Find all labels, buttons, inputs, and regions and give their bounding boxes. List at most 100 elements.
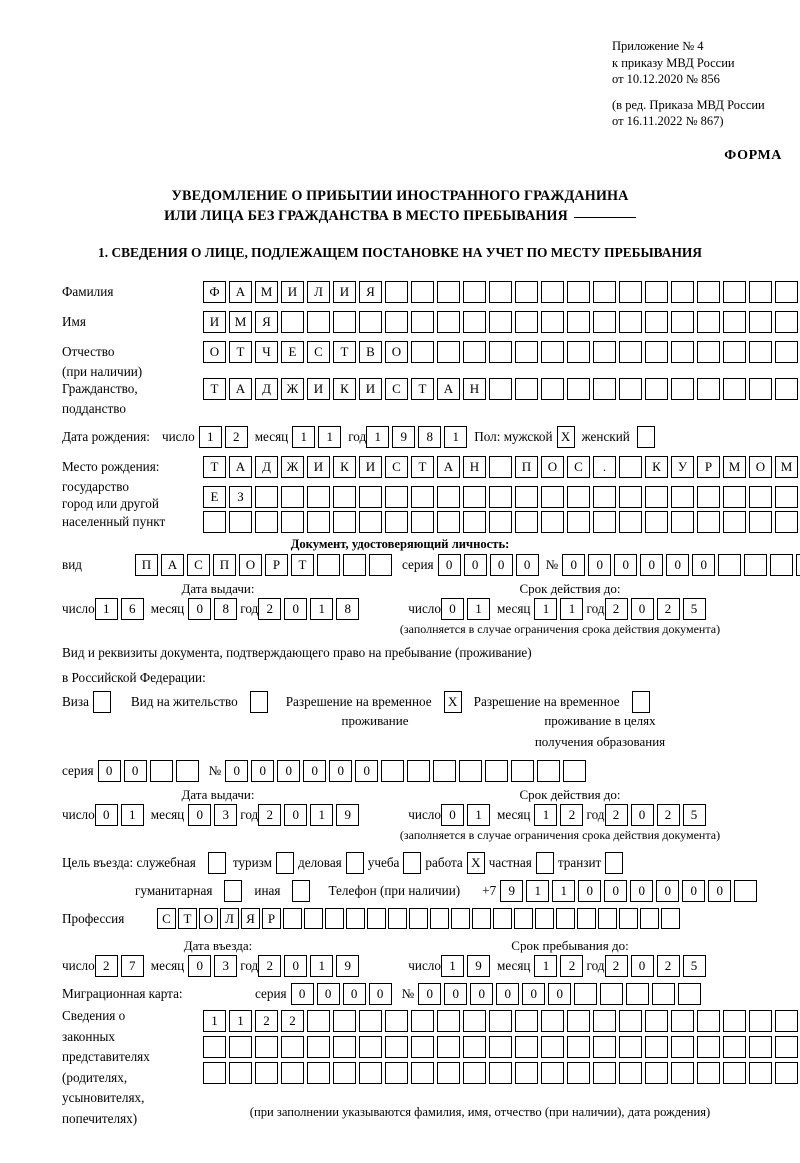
char-cell[interactable] [619,486,642,508]
char-cell[interactable] [229,511,252,533]
char-cell[interactable] [489,1062,512,1084]
char-cell[interactable]: О [239,554,262,576]
char-cell[interactable] [359,1062,382,1084]
char-cell[interactable] [346,908,365,929]
char-cell[interactable]: 0 [614,554,638,576]
char-cell[interactable]: Т [178,908,197,929]
char-cell[interactable] [749,311,772,333]
char-cell[interactable]: 2 [224,426,248,448]
char-cell[interactable] [515,1062,538,1084]
char-cell[interactable] [255,1062,278,1084]
char-cell[interactable]: Т [229,341,252,363]
char-cell[interactable] [723,341,746,363]
char-cell[interactable] [661,908,680,929]
char-cell[interactable]: 0 [692,554,716,576]
char-cell[interactable]: 3 [214,955,238,977]
char-cell[interactable]: 0 [225,760,249,782]
char-cell[interactable] [175,760,199,782]
char-cell[interactable]: Т [411,456,434,478]
char-cell[interactable] [385,1062,408,1084]
char-cell[interactable] [411,311,434,333]
char-cell[interactable]: 0 [463,554,487,576]
char-cell[interactable]: 3 [214,804,238,826]
char-cell[interactable] [307,1036,330,1058]
char-cell[interactable] [385,511,408,533]
char-cell[interactable] [723,1036,746,1058]
char-cell[interactable] [281,486,304,508]
char-cell[interactable]: Д [255,456,278,478]
char-cell[interactable] [437,311,460,333]
char-cell[interactable] [411,281,434,303]
char-cell[interactable]: А [229,281,252,303]
char-cell[interactable] [567,281,590,303]
char-cell[interactable] [567,511,590,533]
char-cell[interactable]: 0 [666,554,690,576]
char-cell[interactable]: 0 [640,554,664,576]
char-cell[interactable] [307,311,330,333]
char-cell[interactable]: 2 [656,955,680,977]
char-cell[interactable]: 1 [440,955,464,977]
char-cell[interactable] [671,378,694,400]
char-cell[interactable]: Т [411,378,434,400]
purpose-official-checkbox[interactable] [207,852,226,874]
char-cell[interactable]: 0 [522,983,546,1005]
char-cell[interactable] [437,281,460,303]
char-cell[interactable] [359,486,382,508]
char-cell[interactable] [671,281,694,303]
char-cell[interactable] [749,1010,772,1032]
char-cell[interactable] [605,852,624,874]
char-cell[interactable]: М [255,281,278,303]
char-cell[interactable]: А [437,378,460,400]
char-cell[interactable] [255,486,278,508]
char-cell[interactable]: 2 [604,804,628,826]
char-cell[interactable] [411,341,434,363]
char-cell[interactable] [645,1036,668,1058]
char-cell[interactable]: 0 [284,955,308,977]
char-cell[interactable]: 1 [310,955,334,977]
char-cell[interactable] [385,281,408,303]
char-cell[interactable] [385,1010,408,1032]
char-cell[interactable] [619,1036,642,1058]
char-cell[interactable] [645,311,668,333]
char-cell[interactable] [367,908,386,929]
char-cell[interactable]: Р [262,908,281,929]
char-cell[interactable] [229,1062,252,1084]
char-cell[interactable]: А [161,554,184,576]
char-cell[interactable] [749,511,772,533]
char-cell[interactable]: П [135,554,158,576]
char-cell[interactable] [645,281,668,303]
char-cell[interactable] [775,311,798,333]
char-cell[interactable] [463,311,486,333]
char-cell[interactable] [749,378,772,400]
char-cell[interactable]: Я [255,311,278,333]
char-cell[interactable] [515,1036,538,1058]
char-cell[interactable]: 2 [255,1010,278,1032]
char-cell[interactable] [593,1062,616,1084]
char-cell[interactable] [276,852,295,874]
char-cell[interactable] [343,554,366,576]
char-cell[interactable]: 0 [342,983,366,1005]
char-cell[interactable]: 1 [366,426,390,448]
char-cell[interactable] [697,341,720,363]
char-cell[interactable]: 0 [604,880,628,902]
char-cell[interactable] [437,486,460,508]
char-cell[interactable] [229,1036,252,1058]
char-cell[interactable] [593,341,616,363]
char-cell[interactable]: И [333,281,356,303]
char-cell[interactable]: 8 [214,598,238,620]
char-cell[interactable]: X [466,852,485,874]
char-cell[interactable] [255,1036,278,1058]
char-cell[interactable]: Н [463,456,486,478]
char-cell[interactable] [333,1010,356,1032]
char-cell[interactable]: З [229,486,252,508]
char-cell[interactable] [359,511,382,533]
char-cell[interactable] [433,760,457,782]
char-cell[interactable] [723,281,746,303]
char-cell[interactable] [775,1036,798,1058]
